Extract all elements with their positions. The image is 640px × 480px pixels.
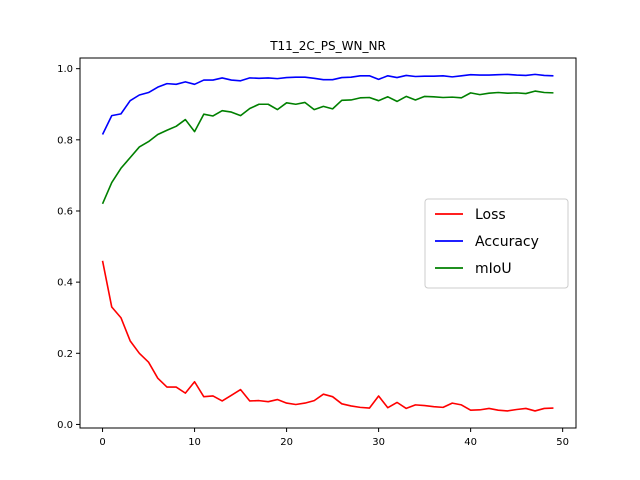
axes-frame xyxy=(79,57,577,429)
legend-label-loss: Loss xyxy=(475,207,506,223)
y-tick-label: 0.4 xyxy=(57,278,73,289)
x-tick-label: 0 xyxy=(99,437,105,448)
series-line-miou xyxy=(101,90,554,205)
plot-area xyxy=(101,73,554,412)
x-tick-label: 50 xyxy=(556,437,569,448)
y-tick-label: 1.0 xyxy=(57,64,73,75)
y-tick-label: 0.6 xyxy=(57,206,73,217)
legend: Loss Accuracy mIoU xyxy=(424,198,569,289)
legend-box xyxy=(424,198,569,289)
x-tick-label: 10 xyxy=(188,437,201,448)
axes: 0 10 20 30 40 50 0.0 0.2 0.4 0.6 0.8 1.0 xyxy=(57,57,577,448)
legend-label-accuracy: Accuracy xyxy=(475,234,539,250)
y-tick-label: 0.8 xyxy=(57,135,73,146)
y-tick-label: 0.2 xyxy=(57,349,73,360)
series-line-accuracy xyxy=(101,73,554,135)
series-line-loss xyxy=(101,260,554,412)
legend-label-miou: mIoU xyxy=(475,261,512,277)
x-tick-label: 20 xyxy=(280,437,293,448)
y-tick-label: 0.0 xyxy=(57,420,73,431)
x-tick-label: 40 xyxy=(464,437,477,448)
x-tick-label: 30 xyxy=(372,437,385,448)
chart-title: T11_2C_PS_WN_NR xyxy=(269,39,386,53)
